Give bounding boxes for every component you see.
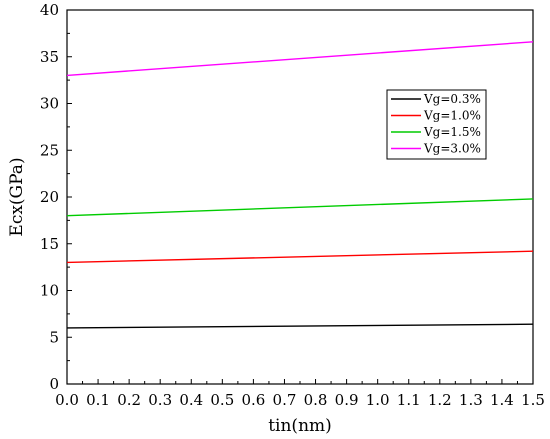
x-tick-label: 1.4 <box>490 391 514 409</box>
legend-entry: Vg=0.3% <box>423 92 481 106</box>
x-tick-label: 0.2 <box>117 391 141 409</box>
legend-box <box>386 89 487 160</box>
x-tick-label: 0.8 <box>304 391 328 409</box>
y-axis-ticks: 0 5 10 15 20 25 30 35 40 <box>40 1 72 393</box>
y-tick-label: 5 <box>49 328 59 346</box>
series-line <box>66 41 534 77</box>
legend: Vg=0.3% Vg=1.0% Vg=1.5% Vg=3.0% <box>386 89 487 160</box>
y-axis-title: Ecx(GPa) <box>7 157 27 236</box>
y-tick-label: 15 <box>40 235 59 253</box>
series-line <box>66 250 534 264</box>
x-tick-label: 0.1 <box>86 391 110 409</box>
x-tick-label: 1.5 <box>521 391 545 409</box>
x-tick-label: 1.3 <box>459 391 483 409</box>
y-tick-label: 0 <box>49 375 59 393</box>
x-tick-label: 0.0 <box>55 391 79 409</box>
y-tick-label: 25 <box>40 141 59 159</box>
x-tick-label: 0.7 <box>273 391 297 409</box>
x-axis-ticks: 0.0 0.1 0.2 0.3 0.4 0.5 0.6 0.7 0.8 0.9 1.0 1.1 1.2 1… <box>55 379 545 409</box>
x-tick-label: 1.2 <box>428 391 452 409</box>
x-tick-label: 0.3 <box>148 391 172 409</box>
series-lines <box>66 41 534 329</box>
y-tick-label: 30 <box>40 95 59 113</box>
x-tick-label: 0.6 <box>241 391 265 409</box>
y-tick-label: 40 <box>40 1 59 19</box>
x-tick-label: 1.1 <box>397 391 421 409</box>
x-axis-title: tin(nm) <box>268 416 332 436</box>
x-tick-label: 0.4 <box>179 391 203 409</box>
x-tick-label: 0.5 <box>210 391 234 409</box>
y-tick-label: 20 <box>40 188 59 206</box>
series-line <box>66 198 534 217</box>
legend-entry: Vg=1.5% <box>423 125 481 139</box>
y-tick-label: 35 <box>40 48 59 66</box>
legend-entry: Vg=1.0% <box>423 109 481 123</box>
y-tick-label: 10 <box>40 282 59 300</box>
legend-entry: Vg=3.0% <box>423 142 481 156</box>
x-tick-label: 1.0 <box>366 391 390 409</box>
series-line <box>66 323 534 329</box>
x-tick-label: 0.9 <box>335 391 359 409</box>
